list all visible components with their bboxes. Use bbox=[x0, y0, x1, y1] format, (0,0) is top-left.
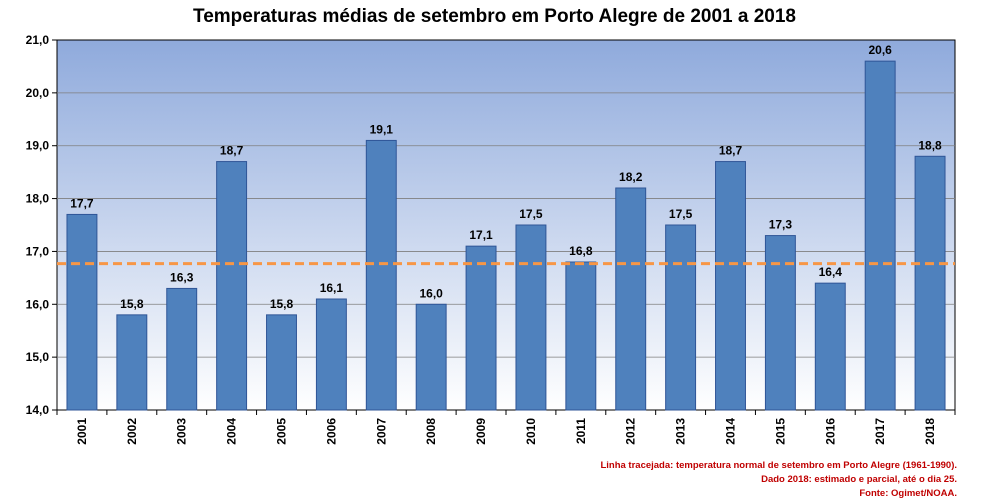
bars bbox=[66, 60, 946, 411]
x-tick-label-2018: 2018 bbox=[923, 418, 937, 445]
x-tick-label-2008: 2008 bbox=[424, 418, 438, 445]
bar-2016 bbox=[814, 282, 846, 411]
y-tick-label: 16,0 bbox=[26, 297, 50, 311]
note-2018-data: Dado 2018: estimado e parcial, até o dia… bbox=[761, 474, 957, 485]
x-tick-label-2003: 2003 bbox=[175, 418, 189, 445]
bar-2011 bbox=[565, 261, 597, 411]
x-tick-label-2004: 2004 bbox=[225, 418, 239, 445]
data-label-2017: 20,6 bbox=[868, 43, 892, 57]
data-label-2010: 17,5 bbox=[519, 207, 543, 221]
y-tick-label: 17,0 bbox=[26, 244, 50, 258]
bar-2015 bbox=[764, 235, 796, 411]
bar-2004 bbox=[216, 161, 248, 411]
bar-2005 bbox=[266, 314, 297, 411]
bar-2013 bbox=[665, 224, 697, 411]
bar-2001 bbox=[66, 213, 98, 411]
data-label-2005: 15,8 bbox=[270, 297, 294, 311]
gridlines bbox=[57, 92, 955, 358]
x-tick-label-2016: 2016 bbox=[823, 418, 837, 445]
bar-2017 bbox=[864, 60, 896, 411]
data-label-2015: 17,3 bbox=[769, 218, 793, 232]
y-tick-label: 20,0 bbox=[26, 86, 50, 100]
chart-title: Temperaturas médias de setembro em Porto… bbox=[193, 6, 796, 27]
y-tick-label: 15,0 bbox=[26, 350, 50, 364]
bar-2003 bbox=[166, 287, 198, 411]
y-tick-label: 21,0 bbox=[26, 33, 50, 47]
bar-2010 bbox=[515, 224, 547, 411]
x-tick-label-2001: 2001 bbox=[75, 418, 89, 445]
x-tick-label-2017: 2017 bbox=[873, 418, 887, 445]
bar-2002 bbox=[116, 314, 148, 411]
x-axis: 2001 2002 2003 2004 2005 2006 2007 2008 2009 2010… bbox=[56, 410, 956, 445]
bar-2006 bbox=[315, 298, 347, 411]
bar-2009 bbox=[465, 245, 497, 411]
x-tick-label-2007: 2007 bbox=[374, 418, 388, 445]
plot-area bbox=[56, 39, 956, 411]
data-label-2018: 18,8 bbox=[918, 138, 942, 152]
x-tick-label-2011: 2011 bbox=[574, 418, 588, 444]
x-tick-label-2013: 2013 bbox=[674, 418, 688, 445]
x-tick-label-2015: 2015 bbox=[773, 418, 787, 445]
y-tick-label: 18,0 bbox=[26, 192, 50, 206]
bar-2018 bbox=[914, 155, 946, 411]
note-reference-line: Linha tracejada: temperatura normal de s… bbox=[600, 460, 957, 471]
data-label-2003: 16,3 bbox=[170, 270, 194, 284]
data-label-2013: 17,5 bbox=[669, 207, 693, 221]
data-label-2012: 18,2 bbox=[619, 170, 643, 184]
x-tick-label-2012: 2012 bbox=[624, 418, 638, 445]
y-tick-label: 19,0 bbox=[26, 139, 50, 153]
data-label-2009: 17,1 bbox=[469, 228, 493, 242]
data-label-2016: 16,4 bbox=[819, 265, 843, 279]
data-label-2014: 18,7 bbox=[719, 144, 743, 158]
x-tick-label-2009: 2009 bbox=[474, 418, 488, 445]
bar-2008 bbox=[415, 303, 447, 411]
y-tick-label: 14,0 bbox=[26, 403, 50, 417]
bar-2007 bbox=[365, 139, 397, 411]
data-label-2004: 18,7 bbox=[220, 144, 244, 158]
x-tick-label-2014: 2014 bbox=[724, 418, 738, 445]
bar-2014 bbox=[715, 161, 746, 411]
bar-2012 bbox=[615, 187, 647, 411]
x-tick-label-2006: 2006 bbox=[324, 418, 338, 445]
data-labels: 17,7 15,8 16,3 18,7 15,8 16,1 19,1 16,0 17,1 17,5… bbox=[70, 43, 942, 311]
note-source: Fonte: Ogimet/NOAA. bbox=[859, 488, 957, 499]
x-tick-label-2005: 2005 bbox=[275, 418, 289, 445]
data-label-2002: 15,8 bbox=[120, 297, 144, 311]
data-label-2008: 16,0 bbox=[419, 286, 443, 300]
y-axis: 14,0 15,0 16,0 17,0 18,0 19,0 20,0 21,0 bbox=[26, 33, 57, 417]
x-tick-label-2010: 2010 bbox=[524, 418, 538, 445]
data-label-2011: 16,8 bbox=[569, 244, 593, 258]
data-label-2006: 16,1 bbox=[320, 281, 344, 295]
x-tick-label-2002: 2002 bbox=[125, 418, 139, 445]
data-label-2001: 17,7 bbox=[70, 196, 94, 210]
data-label-2007: 19,1 bbox=[370, 122, 394, 136]
